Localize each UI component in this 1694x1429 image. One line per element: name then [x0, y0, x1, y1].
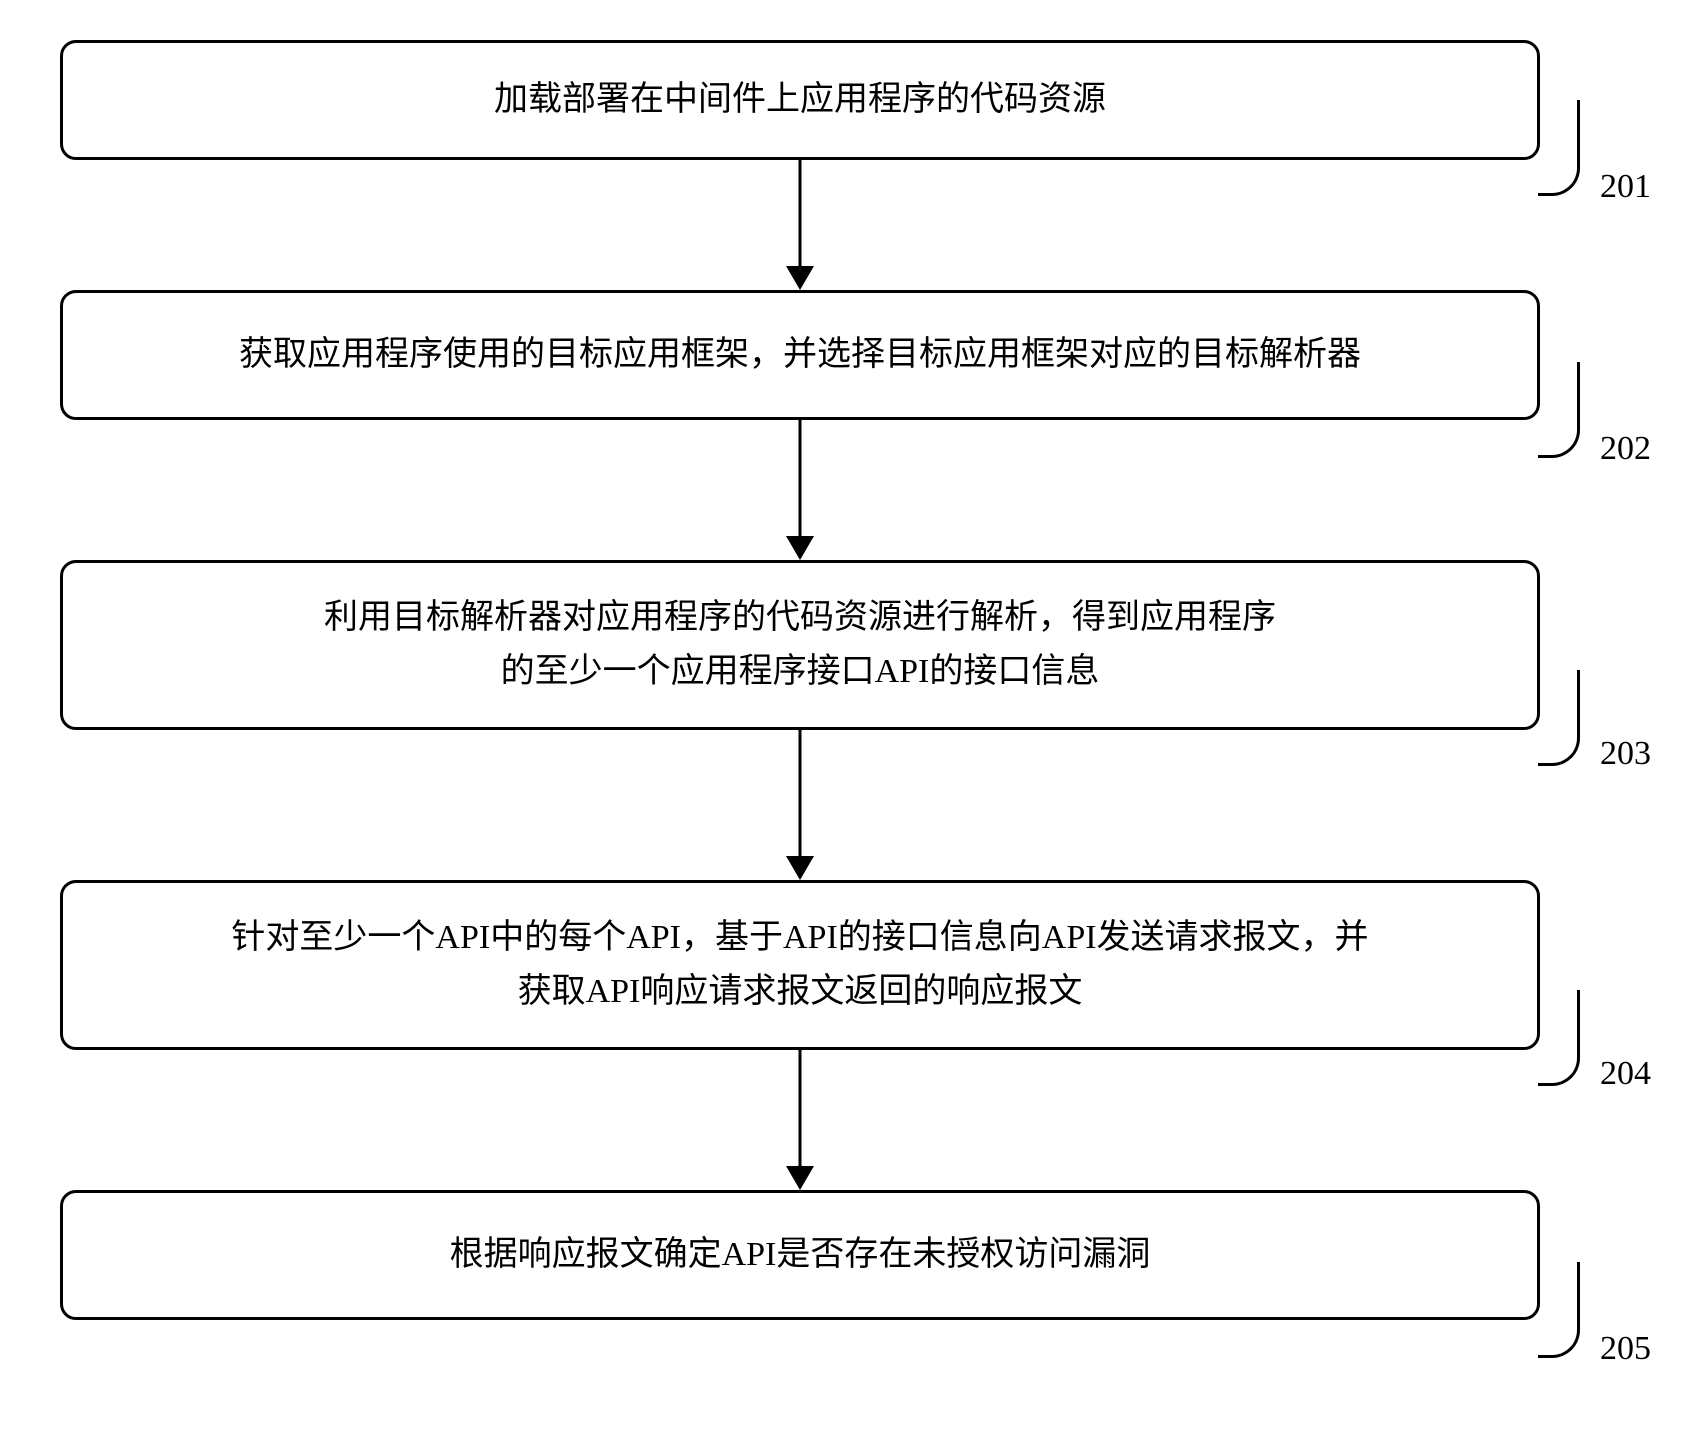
step-row-201: 加载部署在中间件上应用程序的代码资源201: [60, 40, 1640, 160]
arrow-icon: [780, 1050, 820, 1190]
step-row-203: 利用目标解析器对应用程序的代码资源进行解析，得到应用程序 的至少一个应用程序接口…: [60, 560, 1640, 730]
step-text: 根据响应报文确定API是否存在未授权访问漏洞: [450, 1228, 1151, 1282]
step-connector-205: [1538, 1262, 1580, 1358]
arrow-icon: [780, 730, 820, 880]
step-label-205: 205: [1600, 1330, 1651, 1368]
arrow-head-icon: [786, 856, 814, 880]
step-box-204: 针对至少一个API中的每个API，基于API的接口信息向API发送请求报文，并 …: [60, 880, 1540, 1050]
step-text: 加载部署在中间件上应用程序的代码资源: [494, 73, 1106, 127]
step-box-202: 获取应用程序使用的目标应用框架，并选择目标应用框架对应的目标解析器: [60, 290, 1540, 420]
step-text: 利用目标解析器对应用程序的代码资源进行解析，得到应用程序 的至少一个应用程序接口…: [324, 591, 1276, 700]
arrow-head-icon: [786, 266, 814, 290]
arrow-after-203: [60, 730, 1640, 880]
step-row-202: 获取应用程序使用的目标应用框架，并选择目标应用框架对应的目标解析器202: [60, 290, 1640, 420]
arrow-icon: [780, 160, 820, 290]
arrow-line: [799, 730, 802, 858]
arrow-icon: [780, 420, 820, 560]
arrow-head-icon: [786, 536, 814, 560]
step-text: 针对至少一个API中的每个API，基于API的接口信息向API发送请求报文，并 …: [231, 911, 1368, 1020]
step-box-203: 利用目标解析器对应用程序的代码资源进行解析，得到应用程序 的至少一个应用程序接口…: [60, 560, 1540, 730]
step-row-204: 针对至少一个API中的每个API，基于API的接口信息向API发送请求报文，并 …: [60, 880, 1640, 1050]
arrow-after-201: [60, 160, 1640, 290]
arrow-head-icon: [786, 1166, 814, 1190]
step-row-205: 根据响应报文确定API是否存在未授权访问漏洞205: [60, 1190, 1640, 1320]
arrow-after-204: [60, 1050, 1640, 1190]
arrow-line: [799, 160, 802, 268]
arrow-after-202: [60, 420, 1640, 560]
arrow-line: [799, 420, 802, 538]
arrow-line: [799, 1050, 802, 1168]
step-box-205: 根据响应报文确定API是否存在未授权访问漏洞: [60, 1190, 1540, 1320]
flowchart-container: 加载部署在中间件上应用程序的代码资源201 获取应用程序使用的目标应用框架，并选择…: [60, 40, 1640, 1320]
step-box-201: 加载部署在中间件上应用程序的代码资源: [60, 40, 1540, 160]
step-text: 获取应用程序使用的目标应用框架，并选择目标应用框架对应的目标解析器: [239, 328, 1361, 382]
